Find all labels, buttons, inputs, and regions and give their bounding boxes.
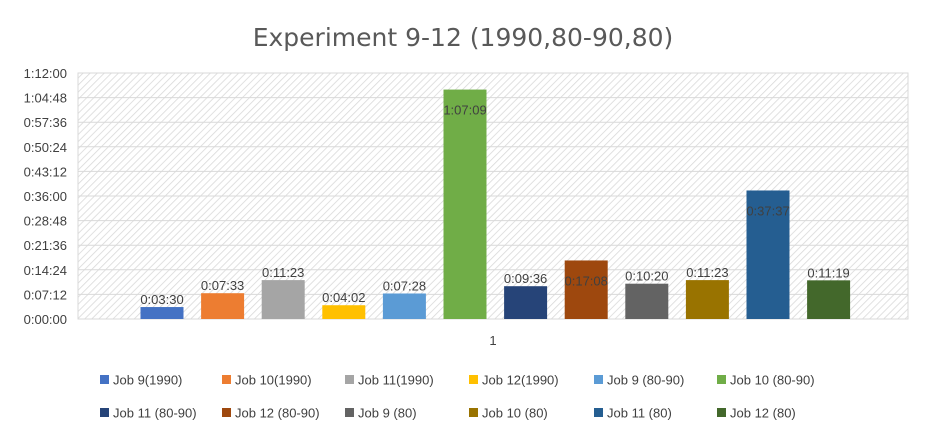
legend-swatch — [222, 408, 231, 417]
bar — [140, 307, 184, 319]
legend-swatch — [594, 408, 603, 417]
legend: Job 9(1990) Job 10(1990) Job 11(1990) Job 1… — [100, 373, 815, 421]
y-tick-label: 0:07:12 — [24, 287, 67, 302]
legend-item: Job 11 (80) — [594, 406, 672, 421]
bar-data-label: 0:03:30 — [140, 292, 183, 307]
legend-item: Job 11 (80-90) — [100, 406, 197, 421]
x-tick-label: 1 — [489, 333, 496, 348]
legend-swatch — [100, 408, 109, 417]
legend-label: Job 12(1990) — [482, 373, 559, 388]
bar-data-label: 0:17:08 — [565, 273, 608, 288]
legend-label: Job 12 (80) — [730, 406, 796, 421]
bar-data-label: 0:09:36 — [504, 271, 547, 286]
legend-label: Job 10(1990) — [235, 373, 312, 388]
y-tick-label: 1:04:48 — [24, 91, 67, 106]
bar — [322, 305, 366, 319]
bars — [140, 89, 851, 319]
y-tick-label: 0:14:24 — [24, 263, 67, 278]
bar-labels: 0:03:30 0:07:33 0:11:23 0:04:02 0:07:28 1:07:… — [140, 103, 849, 307]
legend-label: Job 10 (80-90) — [730, 373, 815, 388]
bar-data-label: 0:04:02 — [322, 290, 365, 305]
bar — [261, 280, 305, 319]
legend-swatch — [717, 375, 726, 384]
legend-item: Job 9 (80-90) — [594, 373, 684, 388]
legend-item: Job 10 (80) — [469, 406, 548, 421]
legend-swatch — [717, 408, 726, 417]
legend-item: Job 9(1990) — [100, 373, 182, 388]
y-tick-label: 0:43:12 — [24, 164, 67, 179]
y-tick-label: 0:36:00 — [24, 189, 67, 204]
y-tick-label: 0:28:48 — [24, 214, 67, 229]
y-tick-label: 0:21:36 — [24, 238, 67, 253]
legend-item: Job 12(1990) — [469, 373, 559, 388]
legend-item: Job 9 (80) — [345, 406, 417, 421]
legend-swatch — [100, 375, 109, 384]
legend-swatch — [222, 375, 231, 384]
legend-label: Job 9(1990) — [113, 373, 182, 388]
y-tick-label: 0:57:36 — [24, 115, 67, 130]
chart-title: Experiment 9-12 (1990,80-90,80) — [253, 23, 674, 52]
y-tick-label: 0:50:24 — [24, 140, 67, 155]
y-tick-label: 1:12:00 — [24, 66, 67, 81]
bar — [564, 260, 608, 319]
legend-swatch — [345, 408, 354, 417]
bar — [625, 283, 669, 319]
legend-item: Job 12 (80-90) — [222, 406, 320, 421]
bar — [685, 280, 729, 319]
legend-label: Job 9 (80) — [358, 406, 417, 421]
bar — [807, 280, 851, 319]
legend-swatch — [469, 375, 478, 384]
bar-data-label: 0:11:23 — [686, 265, 728, 280]
bar-data-label: 0:11:23 — [262, 265, 304, 280]
legend-item: Job 11(1990) — [345, 373, 434, 388]
y-axis-ticks: 0:00:00 0:07:12 0:14:24 0:21:36 0:28:48 0:36:… — [24, 66, 67, 327]
bar-data-label: 0:07:28 — [383, 278, 426, 293]
bar — [746, 190, 790, 319]
legend-item: Job 10(1990) — [222, 373, 312, 388]
bar — [443, 89, 487, 319]
legend-label: Job 10 (80) — [482, 406, 548, 421]
bar-data-label: 0:07:33 — [201, 278, 244, 293]
legend-swatch — [469, 408, 478, 417]
bar — [382, 293, 426, 319]
bar-data-label: 0:11:19 — [807, 265, 849, 280]
bar-data-label: 1:07:09 — [443, 103, 486, 118]
bar — [504, 286, 548, 319]
legend-label: Job 12 (80-90) — [235, 406, 320, 421]
legend-label: Job 11 (80) — [607, 406, 672, 421]
legend-item: Job 10 (80-90) — [717, 373, 815, 388]
legend-label: Job 11(1990) — [358, 373, 434, 388]
legend-label: Job 9 (80-90) — [607, 373, 684, 388]
bar-data-label: 0:37:37 — [746, 203, 789, 218]
bar — [201, 293, 245, 319]
y-tick-label: 0:00:00 — [24, 312, 67, 327]
legend-swatch — [594, 375, 603, 384]
legend-item: Job 12 (80) — [717, 406, 796, 421]
legend-label: Job 11 (80-90) — [113, 406, 197, 421]
bar-data-label: 0:10:20 — [625, 269, 668, 284]
legend-swatch — [345, 375, 354, 384]
